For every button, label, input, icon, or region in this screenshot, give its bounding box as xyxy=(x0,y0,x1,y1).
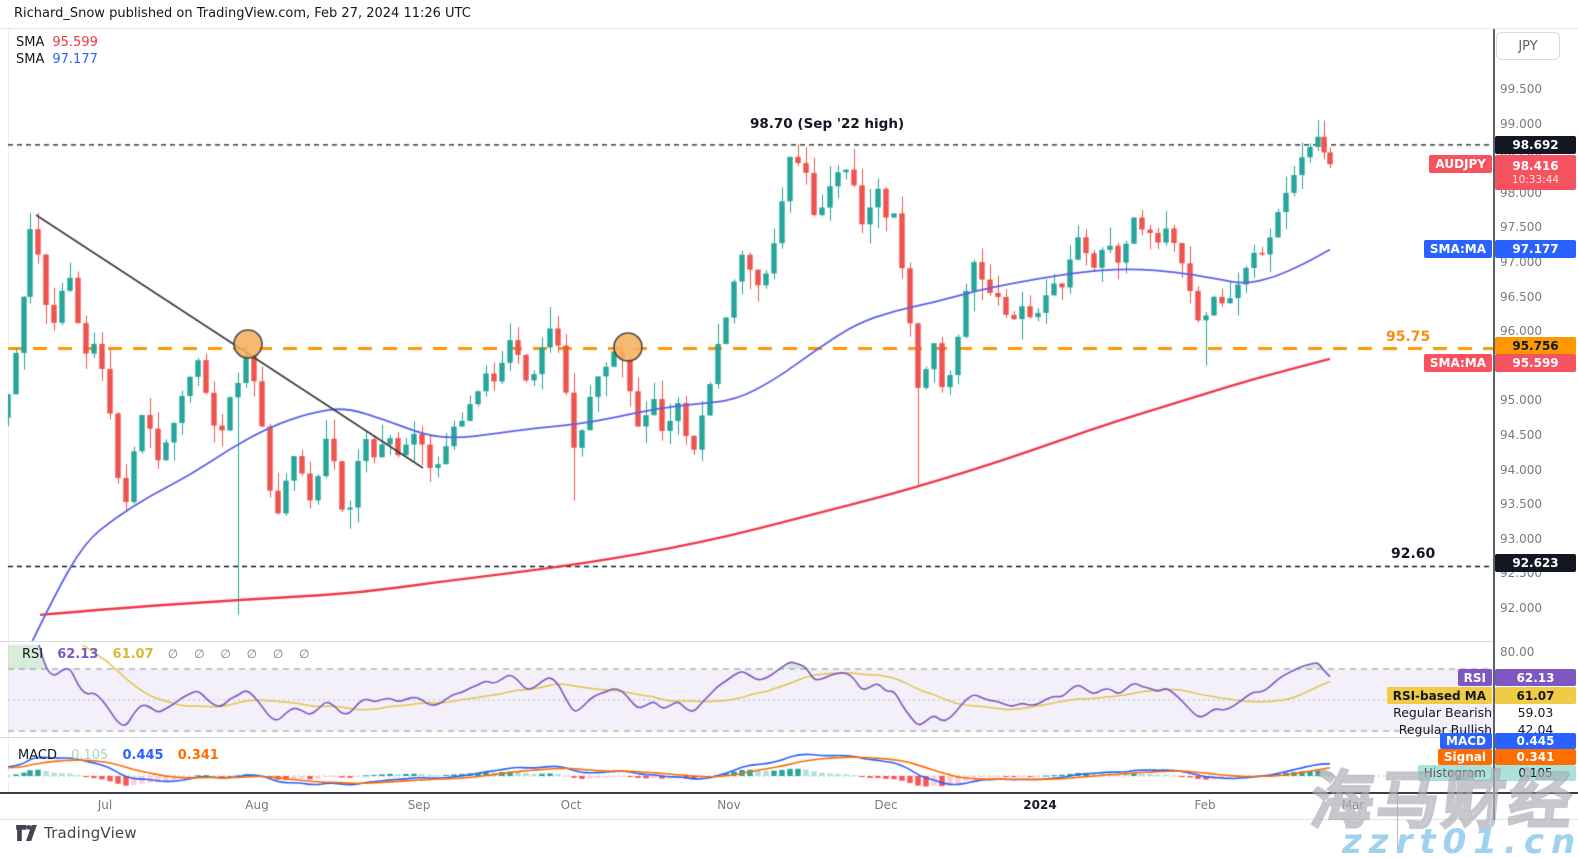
regular-bullish-value: 42.04 xyxy=(1517,721,1554,737)
rsi-ma-value: 61.07 xyxy=(112,647,154,662)
rsi-value-pill: 62.13 xyxy=(1495,669,1576,686)
price-tick-label: 95.000 xyxy=(1500,393,1542,407)
mid-level-price-pill: 95.756 xyxy=(1495,337,1576,355)
sma-label: SMA xyxy=(16,52,45,67)
rsi-pane-divider[interactable] xyxy=(0,641,1493,642)
macd-value-pill: 0.445 xyxy=(1495,733,1576,749)
time-axis-label: Dec xyxy=(874,798,898,812)
time-axis-label: Oct xyxy=(560,798,582,812)
signal-value-pill: 0.341 xyxy=(1495,749,1576,765)
last-price-pill: 98.416 10:33:44 xyxy=(1495,155,1576,190)
histogram-label-pill: Histogram xyxy=(1417,765,1492,781)
signal-label-pill: Signal xyxy=(1437,749,1492,765)
last-price-value: 98.416 xyxy=(1512,158,1559,173)
sma-legend-row-slow: SMA 95.599 xyxy=(16,34,98,51)
sma-legend-row-fast: SMA 97.177 xyxy=(16,51,98,68)
sma-slow-price-pill: 95.599 xyxy=(1495,354,1576,372)
rsi-label-pill: RSI xyxy=(1457,669,1492,686)
rsi-empty-values: ∅ ∅ ∅ ∅ ∅ ∅ xyxy=(167,647,316,661)
price-axis-border[interactable] xyxy=(1493,28,1495,820)
sma-slow-value: 95.599 xyxy=(52,35,98,50)
macd-hist-value: 0.105 xyxy=(71,748,109,763)
sma-fast-label-pill: SMA:MA xyxy=(1423,240,1492,258)
price-tick-label: 94.500 xyxy=(1500,428,1542,442)
sma-legend[interactable]: SMA 95.599 SMA 97.177 xyxy=(16,34,98,68)
price-tick-label: 93.000 xyxy=(1500,532,1542,546)
resistance-annotation: 98.70 (Sep '22 high) xyxy=(750,116,905,132)
sma-fast-value: 97.177 xyxy=(52,52,98,67)
price-tick-label: 99.500 xyxy=(1500,82,1542,96)
rsi-legend[interactable]: RSI 62.13 61.07 ∅ ∅ ∅ ∅ ∅ ∅ xyxy=(22,647,326,662)
support-price-pill: 92.623 xyxy=(1495,554,1576,572)
tradingview-logo-text: TradingView xyxy=(44,824,137,842)
price-tick-label: 93.500 xyxy=(1500,497,1542,511)
url-watermark: zzrt01.cn xyxy=(1342,822,1578,857)
rsi-value: 62.13 xyxy=(57,647,99,662)
bar-countdown: 10:33:44 xyxy=(1511,173,1560,186)
published-byline: Richard_Snow published on TradingView.co… xyxy=(14,6,471,21)
price-tick-label: 97.000 xyxy=(1500,255,1542,269)
header-bar: Richard_Snow published on TradingView.co… xyxy=(0,0,1578,29)
macd-line-value: 0.445 xyxy=(122,748,164,763)
time-axis-label: 2024 xyxy=(1023,798,1057,812)
mid-level-annotation: 95.75 xyxy=(1386,329,1431,345)
histogram-value-pill: 0.105 xyxy=(1495,765,1576,781)
rsi-label: RSI xyxy=(22,647,44,662)
regular-bullish-label: Regular Bullish xyxy=(1398,721,1492,737)
tradingview-logo[interactable]: TradingView xyxy=(16,824,137,842)
rsi-scale-tick: 80.00 xyxy=(1500,645,1535,659)
last-bar-axis-tick xyxy=(1397,794,1398,850)
time-axis-label: Feb xyxy=(1194,798,1216,812)
time-axis-label: Sep xyxy=(407,798,431,812)
time-axis-label: Aug xyxy=(245,798,269,812)
time-axis-label: Mar xyxy=(1341,798,1365,812)
time-axis-label: Jul xyxy=(97,798,113,812)
macd-label-pill: MACD xyxy=(1440,733,1492,749)
macd-signal-value: 0.341 xyxy=(177,748,219,763)
regular-bearish-value: 59.03 xyxy=(1517,704,1554,720)
macd-legend[interactable]: MACD 0.105 0.445 0.341 xyxy=(18,748,229,763)
rsi-ma-value-pill: 61.07 xyxy=(1495,687,1576,704)
regular-bearish-label: Regular Bearish xyxy=(1393,704,1492,720)
time-axis-top-border xyxy=(0,792,1578,794)
support-annotation: 92.60 xyxy=(1391,546,1436,562)
resistance-price-pill: 98.692 xyxy=(1495,136,1576,154)
price-tick-label: 99.000 xyxy=(1500,117,1542,131)
sma-label: SMA xyxy=(16,35,45,50)
time-axis-bottom-border xyxy=(0,819,1578,820)
tradingview-logo-icon xyxy=(16,825,37,841)
price-tick-label: 96.500 xyxy=(1500,290,1542,304)
macd-pane-divider[interactable] xyxy=(0,737,1493,738)
price-tick-label: 96.000 xyxy=(1500,324,1542,338)
currency-toggle-button[interactable]: JPY xyxy=(1496,32,1560,60)
price-tick-label: 97.500 xyxy=(1500,220,1542,234)
time-axis-label: Nov xyxy=(717,798,741,812)
price-tick-label: 94.000 xyxy=(1500,463,1542,477)
price-tick-label: 92.000 xyxy=(1500,601,1542,615)
macd-label: MACD xyxy=(18,748,57,763)
sma-fast-price-pill: 97.177 xyxy=(1495,240,1576,258)
rsi-ma-label-pill: RSI-based MA xyxy=(1386,687,1492,704)
sma-slow-label-pill: SMA:MA xyxy=(1423,354,1492,372)
symbol-label-pill: AUDJPY xyxy=(1429,155,1492,173)
